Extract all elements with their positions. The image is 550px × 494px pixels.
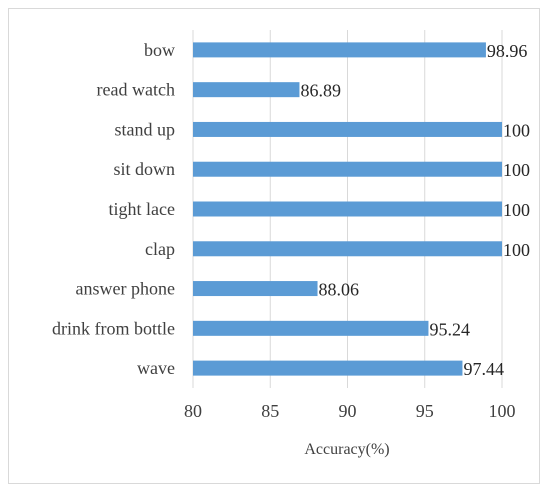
bar-bow: [193, 42, 486, 58]
x-tick-label: 100: [489, 401, 516, 421]
bar-clap: [193, 241, 502, 257]
bar-drink-from-bottle: [193, 320, 429, 336]
value-label: 88.06: [319, 280, 360, 300]
label-layer: 80 85 90 95 100 bow 98.96 read watch 86.89 stand …: [52, 40, 530, 421]
value-label: 100: [503, 200, 530, 220]
category-label: clap: [145, 239, 175, 259]
category-label: drink from bottle: [52, 318, 175, 338]
category-label: read watch: [97, 80, 175, 100]
category-label: bow: [144, 40, 175, 60]
x-tick-label: 90: [339, 401, 357, 421]
x-axis-title: Accuracy(%): [304, 441, 389, 458]
category-label: sit down: [113, 159, 175, 179]
value-label: 100: [503, 160, 530, 180]
bar-wave: [193, 360, 463, 376]
x-tick-label: 85: [261, 401, 279, 421]
x-tick-label: 80: [184, 401, 202, 421]
x-tick-label: 95: [416, 401, 434, 421]
category-label: stand up: [115, 119, 176, 139]
bar-tight-lace: [193, 201, 502, 217]
value-label: 95.24: [429, 319, 470, 339]
category-label: wave: [137, 358, 175, 378]
bar-stand-up: [193, 121, 502, 137]
bar-answer-phone: [193, 281, 318, 297]
bar-read-watch: [193, 82, 300, 98]
bar-sit-down: [193, 161, 502, 177]
value-label: 98.96: [487, 41, 528, 61]
value-label: 86.89: [300, 81, 341, 101]
bar-layer: [193, 42, 502, 376]
value-label: 100: [503, 240, 530, 260]
value-label: 100: [503, 120, 530, 140]
value-label: 97.44: [463, 359, 504, 379]
category-label: answer phone: [76, 279, 175, 299]
category-label: tight lace: [109, 199, 175, 219]
